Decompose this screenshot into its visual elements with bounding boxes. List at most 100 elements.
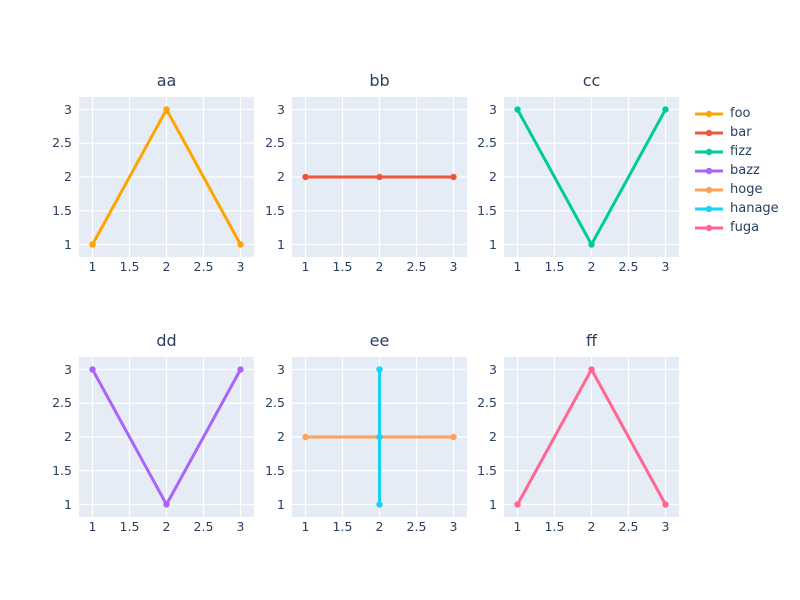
x-tick-label: 1.5 [544, 519, 565, 534]
data-point-fizz[interactable] [514, 106, 521, 113]
legend-item-bazz[interactable]: bazz [694, 161, 779, 180]
legend-item-fuga[interactable]: fuga [694, 218, 779, 237]
y-tick-label: 1.5 [477, 202, 497, 218]
plot-area-ff[interactable] [504, 357, 679, 517]
legend-label: bar [730, 125, 752, 140]
x-tick-label: 3 [661, 519, 670, 534]
legend-marker [705, 167, 713, 174]
x-tick-label: 2 [375, 519, 384, 534]
data-point-bar[interactable] [302, 173, 309, 181]
data-point-fizz[interactable] [662, 106, 669, 113]
plot-area-ee[interactable] [292, 357, 467, 517]
data-point-hanage[interactable] [376, 501, 383, 508]
y-tick-label: 2 [64, 169, 72, 184]
y-tick-label: 3 [64, 361, 72, 377]
y-tick-label: 1.5 [265, 202, 285, 218]
x-tick-label: 2 [162, 259, 171, 274]
data-point-hoge[interactable] [302, 433, 309, 441]
y-tick-label: 2.5 [477, 395, 497, 411]
data-point-fuga[interactable] [662, 501, 669, 508]
legend-swatch-foo-icon [695, 110, 723, 117]
legend-label: fizz [730, 144, 752, 159]
x-tick-label: 1 [301, 519, 310, 534]
x-tick-label: 1.5 [119, 519, 140, 534]
x-tick-label: 2 [587, 259, 596, 274]
legend-label: hoge [730, 182, 763, 197]
y-tick-label: 3 [64, 101, 72, 117]
legend-swatch-fizz-icon [695, 148, 723, 155]
y-tick-label: 2 [489, 169, 497, 184]
x-tick-label: 2.5 [193, 519, 214, 534]
legend-item-bar[interactable]: bar [694, 123, 779, 142]
data-point-fizz[interactable] [588, 241, 595, 248]
y-tick-label: 1.5 [265, 462, 285, 478]
legend-label: hanage [730, 201, 779, 216]
y-tick-label: 2 [277, 169, 285, 184]
data-point-bar[interactable] [450, 173, 457, 181]
x-tick-label: 2 [587, 519, 596, 534]
data-point-bazz[interactable] [163, 501, 170, 508]
data-point-hoge[interactable] [450, 433, 457, 441]
data-point-hanage[interactable] [376, 366, 383, 373]
x-tick-label: 1 [513, 519, 522, 534]
x-tick-label: 1 [513, 259, 522, 274]
data-point-bazz[interactable] [237, 366, 244, 373]
subplot-dd: dd 1 1.5 2 2.5 3 1 1.5 2 2.5 3 [52, 331, 254, 534]
x-tick-label: 2.5 [193, 259, 214, 274]
legend-marker [705, 129, 713, 136]
subplot-title-ff: ff [585, 331, 598, 350]
y-tick-label: 2 [64, 429, 72, 444]
subplot-ff: ff 1 1.5 2 2.5 3 1 1.5 2 2.5 3 [477, 331, 679, 534]
legend-item-fizz[interactable]: fizz [694, 142, 779, 161]
subplot-ee: ee 1 1.5 2 2.5 3 1 1.5 2 2.5 3 [265, 331, 467, 534]
data-point-foo[interactable] [163, 106, 170, 113]
legend: foo bar fizz bazz hoge hanage fuga [694, 104, 779, 237]
subplot-title-aa: aa [156, 71, 177, 90]
x-tick-label: 1 [88, 519, 97, 534]
legend-swatch-bar-icon [695, 129, 723, 136]
legend-item-foo[interactable]: foo [694, 104, 779, 123]
x-tick-label: 2 [162, 519, 171, 534]
legend-swatch-hoge-icon [695, 186, 723, 193]
plot-area-cc[interactable] [504, 97, 679, 257]
y-tick-label: 1.5 [52, 462, 72, 478]
data-point-bazz[interactable] [89, 366, 96, 373]
subplot-title-ee: ee [369, 331, 390, 350]
plot-area-dd[interactable] [79, 357, 254, 517]
y-tick-label: 1 [277, 236, 285, 252]
legend-marker [705, 205, 713, 212]
y-tick-label: 1 [489, 236, 497, 252]
data-point-fuga[interactable] [514, 501, 521, 508]
plot-area-bb[interactable] [292, 97, 467, 257]
x-tick-label: 2.5 [618, 259, 639, 274]
x-tick-label: 3 [236, 519, 245, 534]
x-tick-label: 1.5 [332, 519, 353, 534]
data-point-fuga[interactable] [588, 366, 595, 373]
data-point-hanage[interactable] [376, 433, 383, 441]
data-point-bar[interactable] [376, 173, 383, 181]
x-tick-label: 1.5 [119, 259, 140, 274]
subplot-title-bb: bb [369, 71, 390, 90]
y-tick-label: 1 [277, 496, 285, 512]
data-point-foo[interactable] [237, 241, 244, 248]
y-tick-label: 2.5 [52, 135, 72, 151]
x-tick-label: 2 [375, 259, 384, 274]
legend-swatch-fuga-icon [695, 224, 723, 231]
x-tick-label: 1 [301, 259, 310, 274]
x-tick-label: 2.5 [618, 519, 639, 534]
y-tick-label: 2 [489, 429, 497, 444]
x-tick-label: 3 [449, 519, 458, 534]
y-tick-label: 3 [489, 361, 497, 377]
y-tick-label: 3 [277, 361, 285, 377]
subplot-cc: cc 1 1.5 2 2.5 3 1 1.5 2 2.5 3 [477, 71, 679, 274]
x-tick-label: 2.5 [406, 519, 427, 534]
plot-area-aa[interactable] [79, 97, 254, 257]
legend-item-hanage[interactable]: hanage [694, 199, 779, 218]
x-tick-label: 3 [236, 259, 245, 274]
subplot-title-dd: dd [156, 331, 177, 350]
data-point-foo[interactable] [89, 241, 96, 248]
legend-marker [705, 224, 713, 231]
y-tick-label: 3 [277, 101, 285, 117]
legend-swatch-hanage-icon [695, 205, 723, 212]
legend-item-hoge[interactable]: hoge [694, 180, 779, 199]
